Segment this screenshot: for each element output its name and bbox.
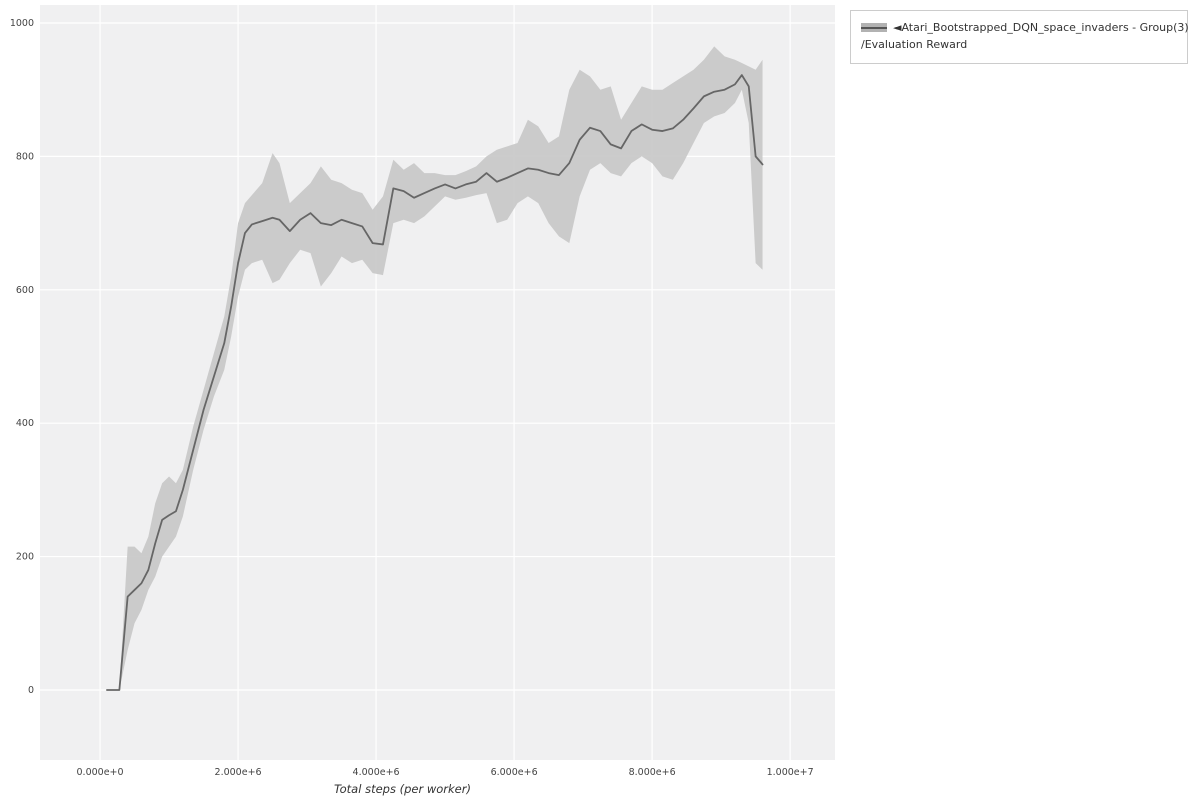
legend-label-line1: ◄Atari_Bootstrapped_DQN_space_invaders -… — [893, 21, 1189, 34]
x-tick-label: 0.000e+0 — [77, 767, 124, 778]
legend-item[interactable]: ◄Atari_Bootstrapped_DQN_space_invaders -… — [861, 19, 1189, 36]
x-tick-label: 4.000e+6 — [353, 767, 400, 778]
confidence-band — [106, 46, 763, 690]
y-tick-label: 800 — [16, 151, 34, 162]
x-tick-label: 6.000e+6 — [491, 767, 538, 778]
x-axis-label: Total steps (per worker) — [334, 782, 471, 796]
mean-line — [106, 74, 764, 691]
legend-band-swatch — [861, 23, 887, 33]
y-tick-label: 600 — [16, 285, 34, 296]
y-tick-label: 200 — [16, 552, 34, 563]
y-tick-label: 400 — [16, 418, 34, 429]
x-tick-label: 2.000e+6 — [215, 767, 262, 778]
legend: ◄Atari_Bootstrapped_DQN_space_invaders -… — [850, 10, 1189, 65]
legend-label-line2: /Evaluation Reward — [861, 38, 968, 52]
plot-area[interactable] — [40, 5, 835, 760]
legend-line-swatch — [861, 26, 887, 29]
y-tick-label: 0 — [28, 685, 34, 696]
x-tick-label: 8.000e+6 — [629, 767, 676, 778]
x-tick-label: 1.000e+7 — [767, 767, 814, 778]
y-tick-label: 1000 — [10, 18, 34, 29]
